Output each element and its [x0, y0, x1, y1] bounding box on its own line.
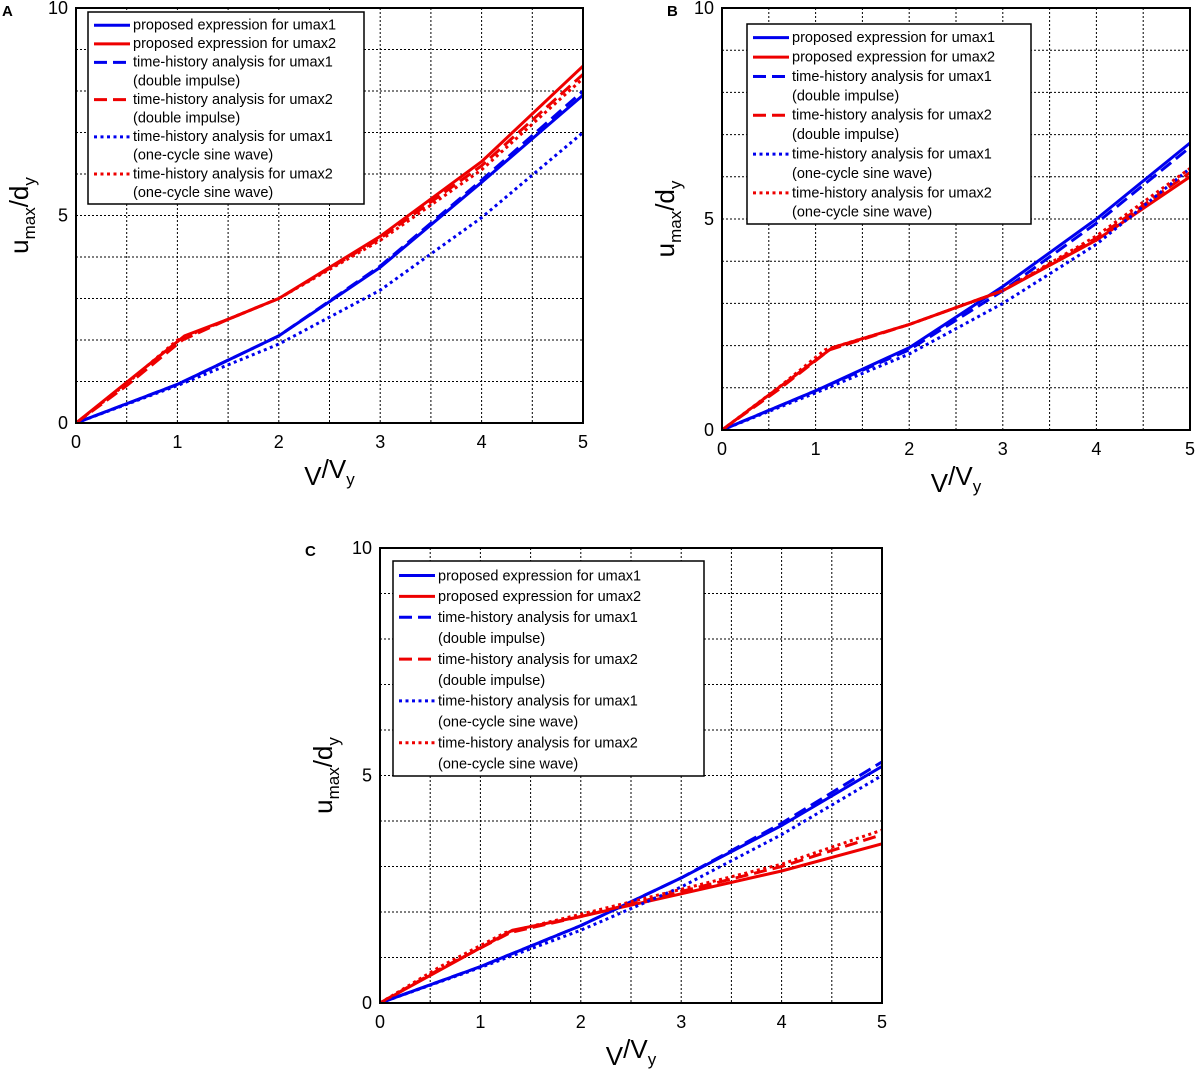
y-axis-label: umax/dy — [4, 177, 39, 254]
legend: proposed expression for umax1 proposed ex… — [392, 560, 705, 777]
legend-entry-label: time-history analysis for umax2 — [792, 108, 992, 124]
legend-entry-label: time-history analysis for umax1 — [133, 55, 333, 71]
legend-entry-label: time-history analysis for umax1 — [438, 694, 638, 710]
x-tick-label: 2 — [904, 439, 914, 459]
legend-entry-label: proposed expression for umax2 — [438, 589, 641, 605]
legend-entry-label: (double impulse) — [133, 111, 240, 127]
legend-entry-label: (double impulse) — [133, 73, 240, 89]
x-tick-label: 2 — [274, 432, 284, 452]
series-line-4 — [722, 171, 1190, 430]
legend-entry-label: (double impulse) — [438, 673, 545, 689]
y-tick-label: 0 — [58, 413, 68, 433]
legend-entry-label: (double impulse) — [792, 88, 899, 104]
x-axis-label: V/Vy — [304, 454, 355, 491]
legend-entry-label: (double impulse) — [438, 631, 545, 647]
x-tick-label: 4 — [1091, 439, 1101, 459]
legend-entry-label: (one-cycle sine wave) — [438, 715, 578, 731]
chart-panel-c: C 0 1 2 3 4 5 0 5 10 V/Vy umax/dy proposed expressio… — [305, 538, 887, 1071]
y-tick-labels: 0 5 10 — [694, 0, 714, 440]
series-line-3 — [722, 146, 1190, 430]
y-tick-label: 10 — [694, 0, 714, 18]
x-tick-label: 4 — [777, 1012, 787, 1032]
legend-entry-label: time-history analysis for umax2 — [133, 92, 333, 108]
y-tick-labels: 0 5 10 — [352, 538, 372, 1013]
series-line-4 — [380, 833, 882, 1003]
x-tick-label: 0 — [71, 432, 81, 452]
legend-entry-label: (one-cycle sine wave) — [438, 756, 578, 772]
x-tick-label: 1 — [811, 439, 821, 459]
x-tick-label: 4 — [477, 432, 487, 452]
legend-entry-label: proposed expression for umax2 — [133, 36, 336, 52]
series-line-6 — [380, 828, 882, 1003]
y-tick-label: 5 — [704, 209, 714, 229]
plot-frame — [379, 547, 883, 1004]
legend-entry-label: (one-cycle sine wave) — [792, 205, 932, 221]
x-tick-label: 3 — [375, 432, 385, 452]
legend: proposed expression for umax1 proposed ex… — [746, 23, 1032, 225]
legend-entry-label: proposed expression for umax2 — [792, 50, 995, 66]
x-tick-label: 3 — [998, 439, 1008, 459]
y-tick-label: 0 — [362, 993, 372, 1013]
x-tick-label: 3 — [676, 1012, 686, 1032]
panel-letter: A — [2, 3, 13, 20]
legend-box — [87, 11, 365, 205]
series-line-5 — [722, 167, 1190, 430]
x-tick-label: 0 — [375, 1012, 385, 1032]
y-tick-label: 0 — [704, 420, 714, 440]
x-tick-label: 2 — [576, 1012, 586, 1032]
legend-entry-label: time-history analysis for umax1 — [438, 610, 638, 626]
legend-entry-label: proposed expression for umax1 — [133, 18, 336, 34]
y-axis-label: umax/dy — [308, 737, 343, 814]
legend-entry-label: time-history analysis for umax1 — [133, 129, 333, 145]
series-line-3 — [76, 89, 583, 423]
x-tick-labels: 0 1 2 3 4 5 — [717, 439, 1195, 459]
series-group — [76, 65, 583, 423]
legend-entry-label: proposed expression for umax1 — [438, 568, 641, 584]
series-line-5 — [380, 774, 882, 1003]
panel-letter: C — [305, 543, 316, 560]
panel-letter: B — [667, 3, 678, 20]
legend-entry-label: time-history analysis for umax1 — [792, 69, 992, 85]
plot-frame — [721, 7, 1191, 431]
series-line-1 — [76, 93, 583, 423]
y-tick-labels: 0 5 10 — [48, 0, 68, 433]
x-tick-label: 5 — [877, 1012, 887, 1032]
x-tick-labels: 0 1 2 3 4 5 — [375, 1012, 887, 1032]
legend-entry-label: (one-cycle sine wave) — [133, 148, 273, 164]
x-axis-label: V/Vy — [606, 1034, 657, 1071]
legend-entry-label: proposed expression for umax1 — [792, 30, 995, 46]
legend: proposed expression for umax1 proposed ex… — [87, 11, 365, 205]
x-tick-label: 5 — [1185, 439, 1195, 459]
legend-entry-label: (one-cycle sine wave) — [792, 166, 932, 182]
chart-panel-b: B 0 1 2 3 4 5 0 5 10 V/Vy umax/dy proposed expressio… — [650, 0, 1195, 498]
legend-box — [392, 560, 705, 777]
chart-panel-a: A 0 1 2 3 4 5 0 5 10 V/Vy umax/dy proposed expressio… — [2, 0, 588, 491]
legend-entry-label: time-history analysis for umax1 — [792, 147, 992, 163]
series-line-5 — [76, 131, 583, 423]
x-tick-label: 1 — [172, 432, 182, 452]
y-axis-label: umax/dy — [650, 180, 685, 257]
legend-box — [746, 23, 1032, 225]
legend-entry-label: (double impulse) — [792, 127, 899, 143]
legend-entry-label: time-history analysis for umax2 — [792, 185, 992, 201]
y-tick-label: 5 — [58, 206, 68, 226]
series-group — [380, 760, 882, 1003]
plot-frame — [75, 7, 584, 424]
y-tick-label: 10 — [48, 0, 68, 18]
legend-entry-label: time-history analysis for umax2 — [438, 736, 638, 752]
legend-entry-label: (one-cycle sine wave) — [133, 185, 273, 201]
y-tick-label: 5 — [362, 766, 372, 786]
x-tick-labels: 0 1 2 3 4 5 — [71, 432, 588, 452]
x-tick-label: 0 — [717, 439, 727, 459]
series-line-4 — [76, 73, 583, 423]
legend-entry-label: time-history analysis for umax2 — [438, 652, 638, 668]
series-group — [722, 141, 1190, 430]
y-tick-label: 10 — [352, 538, 372, 558]
x-tick-label: 1 — [475, 1012, 485, 1032]
x-axis-label: V/Vy — [931, 461, 982, 498]
legend-entry-label: time-history analysis for umax2 — [133, 166, 333, 182]
x-tick-label: 5 — [578, 432, 588, 452]
